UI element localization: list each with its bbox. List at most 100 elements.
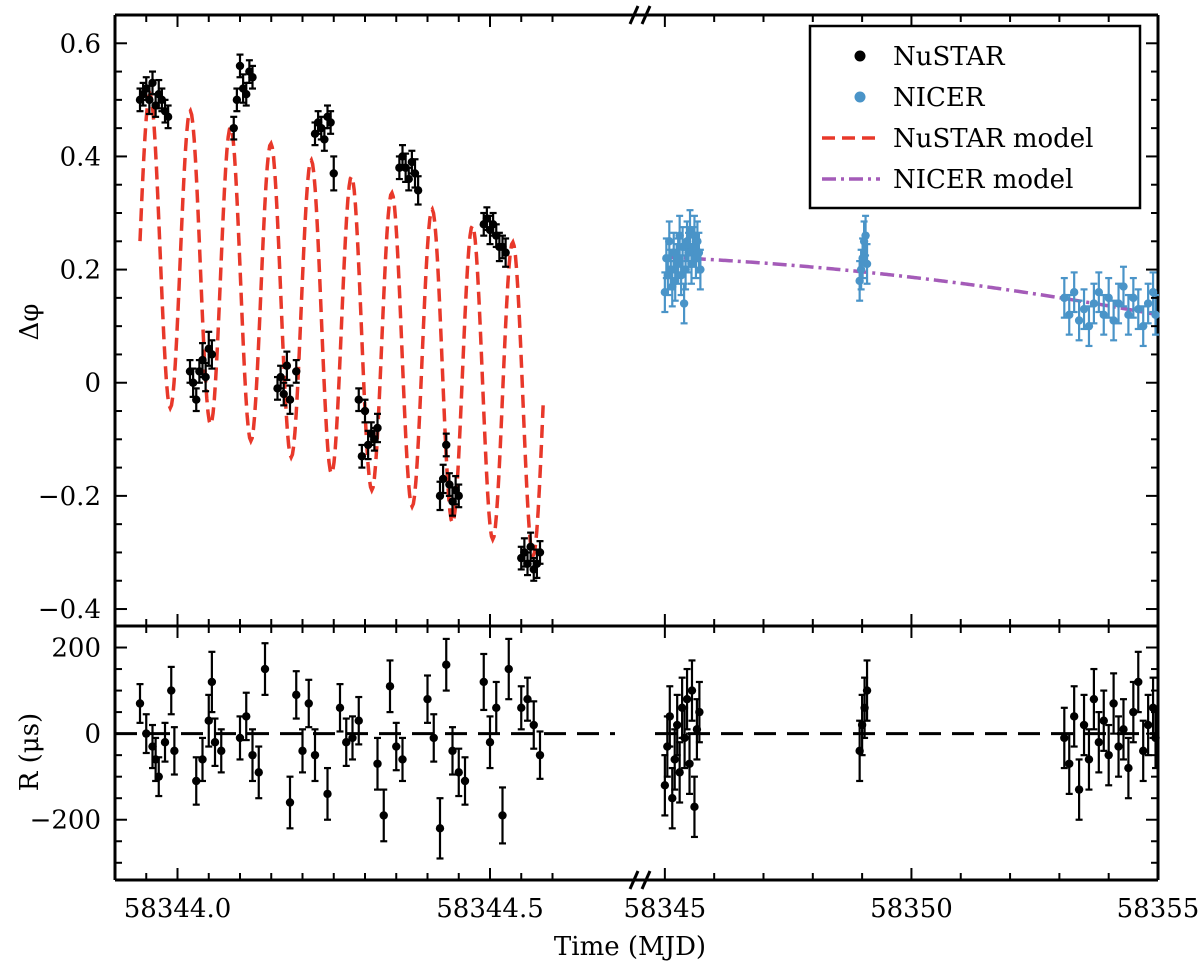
y-tick-label-top: 0.2 [60, 256, 101, 286]
axes-frames [113, 5, 1160, 890]
x-tick-label: 58355 [1117, 894, 1200, 924]
nustar-residuals-point [398, 755, 407, 764]
nustar-residuals-point [529, 720, 538, 730]
nustar-residuals-point [435, 824, 445, 833]
legend-marker-nicer [854, 91, 866, 103]
x-axis-label: Time (MJD) [554, 932, 706, 962]
tick-labels: 58344.0 58344.5 58345 58350 58355 0.6 0.4 0.2 0 −… [30, 29, 1200, 924]
nicer-residuals-point [1119, 725, 1128, 734]
y-tick-label-bottom: −200 [30, 806, 101, 836]
nicer-residuals-point [670, 755, 679, 764]
nicer-point [1119, 282, 1128, 291]
y-tick-label-bottom: 0 [84, 720, 101, 750]
nustar-point [232, 95, 242, 105]
legend-entry-nicer: NICER [854, 83, 986, 113]
nustar-point [501, 248, 510, 257]
nustar-point [285, 395, 295, 404]
x-tick-label: 58345 [624, 894, 707, 924]
y-tick-label-top: 0.4 [60, 142, 101, 172]
nustar-residuals-point [154, 772, 163, 781]
nustar-point [535, 548, 545, 557]
nustar-residuals-point [354, 716, 363, 725]
nustar-residuals-point [135, 699, 145, 708]
axis-break-mark [628, 5, 640, 25]
nicer-residuals-point [1065, 759, 1074, 768]
nicer-residuals-point [665, 712, 674, 721]
nicer-residuals-point [1139, 746, 1148, 756]
nicer-residuals-point [1079, 720, 1089, 730]
axis-break-mark [628, 870, 640, 890]
nustar-residuals-point [192, 776, 201, 786]
nicer-point [862, 259, 872, 269]
axis-break-mark [640, 870, 652, 890]
nicer-residuals-point [1084, 755, 1094, 764]
nicer-residuals-point [1074, 785, 1084, 794]
nustar-residuals-point [423, 694, 432, 704]
nicer-residuals-point [672, 720, 682, 730]
nicer-point [861, 231, 870, 240]
legend-entry-nustar-model: NuSTAR model [822, 124, 1094, 154]
nustar-residuals-point [142, 729, 151, 738]
nustar-point [145, 95, 154, 105]
y-tick-label-top: −0.4 [38, 595, 101, 625]
nustar-residuals-point [217, 746, 226, 756]
nicer-residuals-point [1129, 707, 1138, 717]
nustar-residuals-point [242, 712, 251, 721]
nustar-residuals-point [298, 746, 307, 756]
nustar-residuals-point [285, 798, 295, 807]
nustar-point [357, 452, 367, 461]
legend-label-nustar-model: NuSTAR model [893, 124, 1094, 154]
nicer-point [679, 299, 689, 308]
nustar-residuals-point [498, 811, 507, 820]
nustar-point [320, 135, 329, 144]
nicer-residuals-point [687, 686, 697, 695]
nustar-residuals-point [504, 664, 513, 674]
y-tick-label-bottom: 200 [51, 634, 101, 664]
nustar-residuals-point [454, 768, 463, 777]
nustar-residuals-point [379, 811, 388, 820]
nustar-point [276, 372, 285, 382]
nustar-residuals-point [210, 738, 220, 747]
nicer-residuals-point [690, 802, 699, 812]
nustar-point [235, 61, 245, 71]
legend-label-nicer-model: NICER model [893, 165, 1073, 195]
legend-entry-nicer-model: NICER model [822, 165, 1073, 195]
legend-entry-nustar: NuSTAR [854, 42, 1006, 72]
y-axis-label-bottom: R (μs) [15, 713, 45, 791]
nicer-residuals-point [1124, 763, 1133, 773]
nustar-residuals-point [442, 660, 451, 669]
axis-break-mark [640, 5, 652, 25]
nicer-point [1129, 293, 1138, 303]
nustar-residuals-point [448, 746, 457, 756]
nicer-residuals-point [1109, 699, 1118, 708]
nicer-point [696, 265, 705, 274]
nustar-residuals-point [373, 759, 382, 768]
nicer-point [1089, 299, 1099, 308]
nustar-point [360, 406, 370, 416]
nustar-residuals-point [535, 750, 545, 760]
nustar-point [373, 423, 382, 433]
nicer-residuals-point [1104, 750, 1113, 760]
nustar-point [329, 169, 338, 178]
legend-marker-nustar [854, 50, 866, 62]
nustar-residuals-point [492, 703, 501, 712]
nicer-residuals-point [685, 759, 694, 768]
nustar-model-curve [138, 90, 545, 561]
nustar-residuals-point [485, 738, 495, 747]
nustar-residuals-point [523, 694, 532, 704]
nicer-point [693, 237, 702, 246]
nicer-residuals-point [660, 781, 670, 790]
nustar-residuals-point [207, 677, 217, 687]
x-tick-label: 58344.5 [436, 894, 544, 924]
legend-label-nicer: NICER [893, 83, 986, 113]
nustar-point [404, 174, 413, 184]
nicer-residuals-point [1060, 733, 1069, 743]
nustar-point [442, 440, 451, 450]
nicer-residuals-point [1134, 677, 1143, 687]
nustar-point [326, 118, 335, 127]
nicer-residuals-point [1114, 742, 1123, 751]
x-tick-label: 58350 [870, 894, 953, 924]
nicer-point [1143, 299, 1153, 308]
nustar-residuals-point [304, 699, 313, 708]
nustar-point [413, 186, 423, 195]
